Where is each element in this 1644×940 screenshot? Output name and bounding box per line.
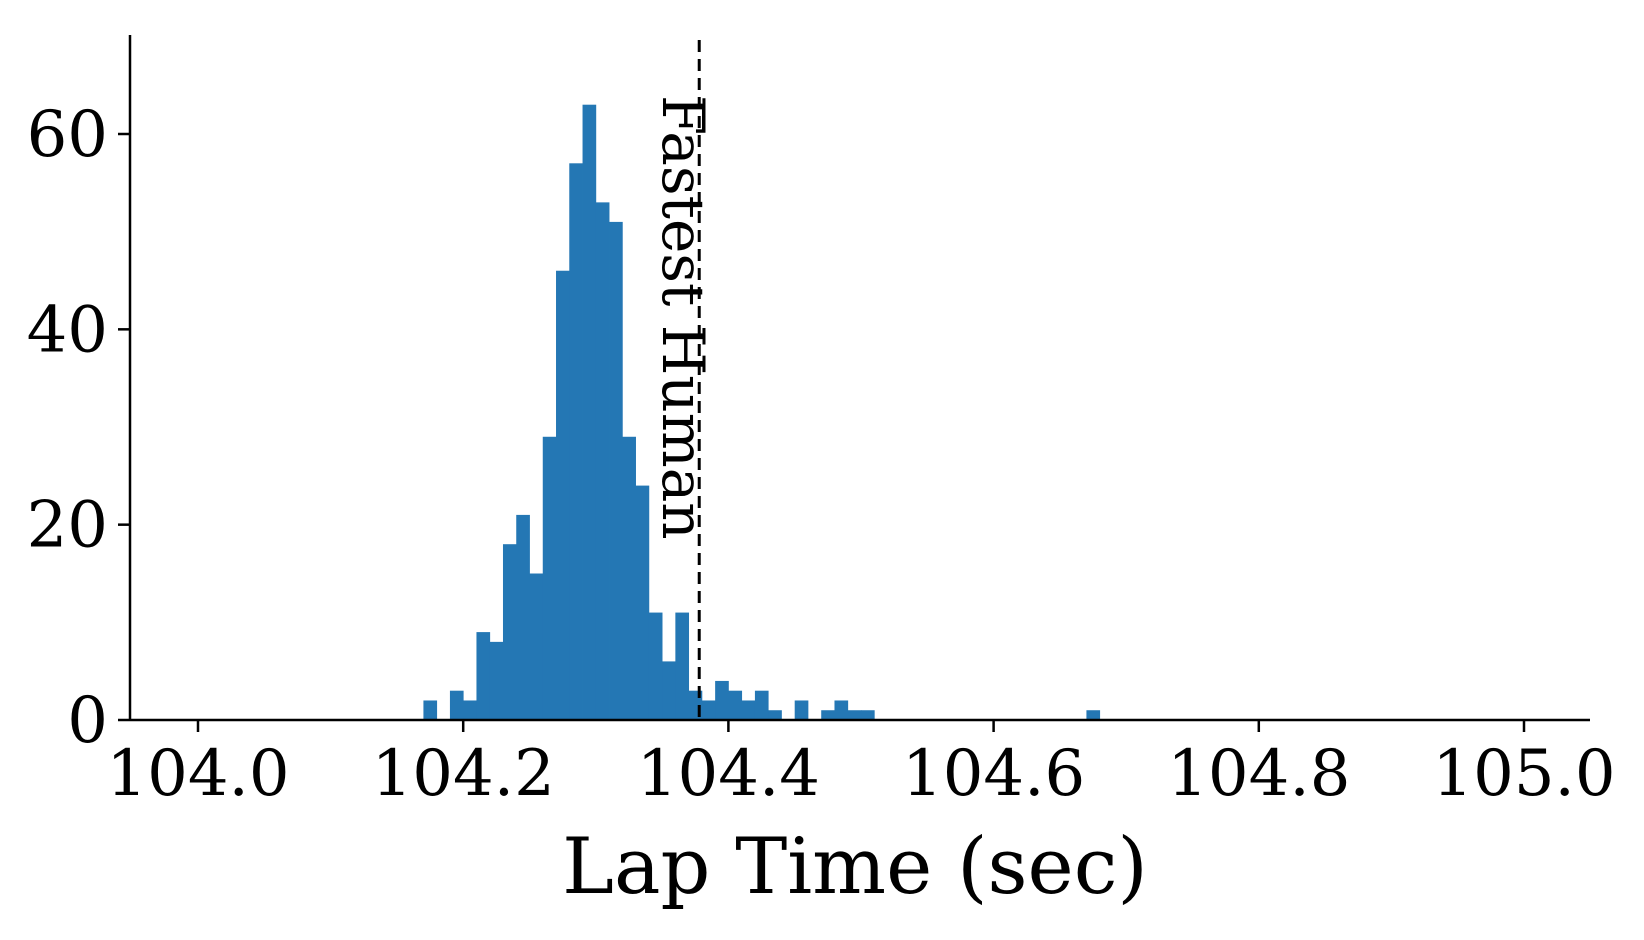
y-tick-label: 0 — [67, 684, 108, 758]
histogram-bar — [423, 700, 438, 720]
histogram-bar — [529, 573, 544, 720]
histogram-bar — [768, 710, 782, 720]
y-tick-label: 20 — [27, 489, 108, 563]
fastest-human-label: Fastest Human — [649, 95, 717, 540]
x-tick-label: 104.0 — [106, 737, 289, 811]
histogram-bar — [675, 612, 690, 720]
x-tick-label: 105.0 — [1432, 737, 1615, 811]
histogram-bar — [834, 700, 849, 720]
histogram-bar — [449, 690, 464, 720]
histogram-bar — [476, 632, 491, 720]
histogram-bar — [715, 680, 729, 720]
histogram-bar — [516, 514, 530, 720]
histogram-bar — [542, 436, 557, 720]
histogram-bar — [1086, 710, 1101, 720]
histogram-bar — [502, 544, 517, 720]
x-tick-label: 104.8 — [1167, 737, 1350, 811]
x-tick-label: 104.6 — [902, 737, 1085, 811]
histogram-bar — [595, 202, 610, 720]
histogram-bar — [821, 710, 835, 720]
y-tick-label: 40 — [27, 293, 108, 367]
histogram-bar — [701, 700, 716, 720]
x-tick-label: 104.4 — [637, 737, 820, 811]
histogram-bar — [569, 163, 583, 721]
histogram-bar — [794, 700, 809, 720]
histogram-bar — [728, 690, 743, 720]
histogram-bar — [662, 661, 676, 720]
histogram-bar — [622, 436, 636, 720]
y-axis-ticks: 0 20 40 60 — [27, 98, 130, 758]
y-tick-label: 60 — [27, 98, 108, 172]
histogram-bars — [423, 104, 1101, 721]
histogram-bar — [847, 710, 862, 720]
x-tick-label: 104.2 — [372, 737, 555, 811]
histogram-bar — [582, 104, 597, 720]
histogram-bar — [754, 690, 769, 720]
histogram-bar — [648, 612, 663, 720]
histogram-bar — [861, 710, 875, 720]
histogram-bar — [489, 641, 504, 720]
x-axis-title: Lap Time (sec) — [562, 822, 1148, 912]
x-axis-ticks: 104.0 104.2 104.4 104.6 104.8 105.0 — [106, 720, 1616, 811]
histogram-bar — [741, 700, 756, 720]
histogram-bar — [609, 221, 623, 720]
histogram-bar — [463, 700, 477, 720]
histogram-bar — [556, 270, 570, 720]
histogram-bar — [635, 485, 650, 720]
